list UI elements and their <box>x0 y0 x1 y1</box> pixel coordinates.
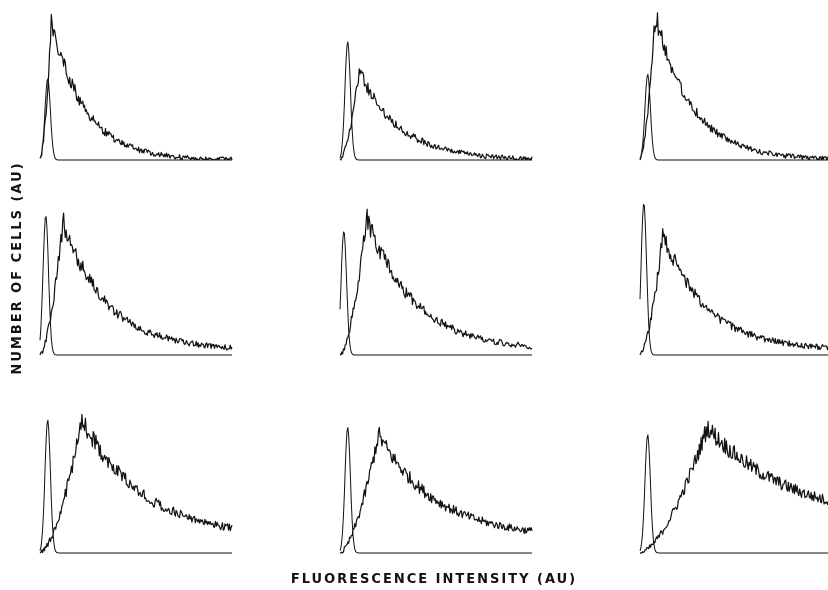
histogram-panel <box>639 420 828 554</box>
stained-histogram-line <box>339 68 533 161</box>
histogram-panel <box>39 13 233 161</box>
y-axis-title: NUMBER OF CELLS (AU) <box>10 161 25 374</box>
control-histogram-line <box>339 231 532 356</box>
stained-histogram-line <box>339 208 533 356</box>
control-histogram-line <box>39 419 232 554</box>
stained-histogram-line <box>39 13 233 161</box>
histogram-panel <box>639 12 828 161</box>
histogram-grid <box>39 12 828 554</box>
control-histogram-line <box>639 434 828 554</box>
control-histogram-line <box>639 203 828 356</box>
control-histogram-line <box>39 216 232 356</box>
stained-histogram-line <box>340 426 533 554</box>
histogram-panel <box>339 426 533 554</box>
stained-histogram-line <box>639 228 828 356</box>
histogram-panel <box>39 212 233 356</box>
control-histogram-line <box>339 41 532 161</box>
stained-histogram-line <box>39 413 233 554</box>
stained-histogram-line <box>39 212 233 356</box>
x-axis-title: FLUORESCENCE INTENSITY (AU) <box>291 572 577 587</box>
stained-histogram-line <box>639 12 828 161</box>
histogram-panel <box>39 413 233 554</box>
histogram-panel <box>639 203 828 356</box>
histogram-panel <box>339 208 533 356</box>
histogram-panel <box>339 41 533 161</box>
stained-histogram-line <box>639 420 828 554</box>
control-histogram-line <box>39 78 232 161</box>
control-histogram-line <box>639 73 828 161</box>
control-histogram-line <box>339 427 532 554</box>
